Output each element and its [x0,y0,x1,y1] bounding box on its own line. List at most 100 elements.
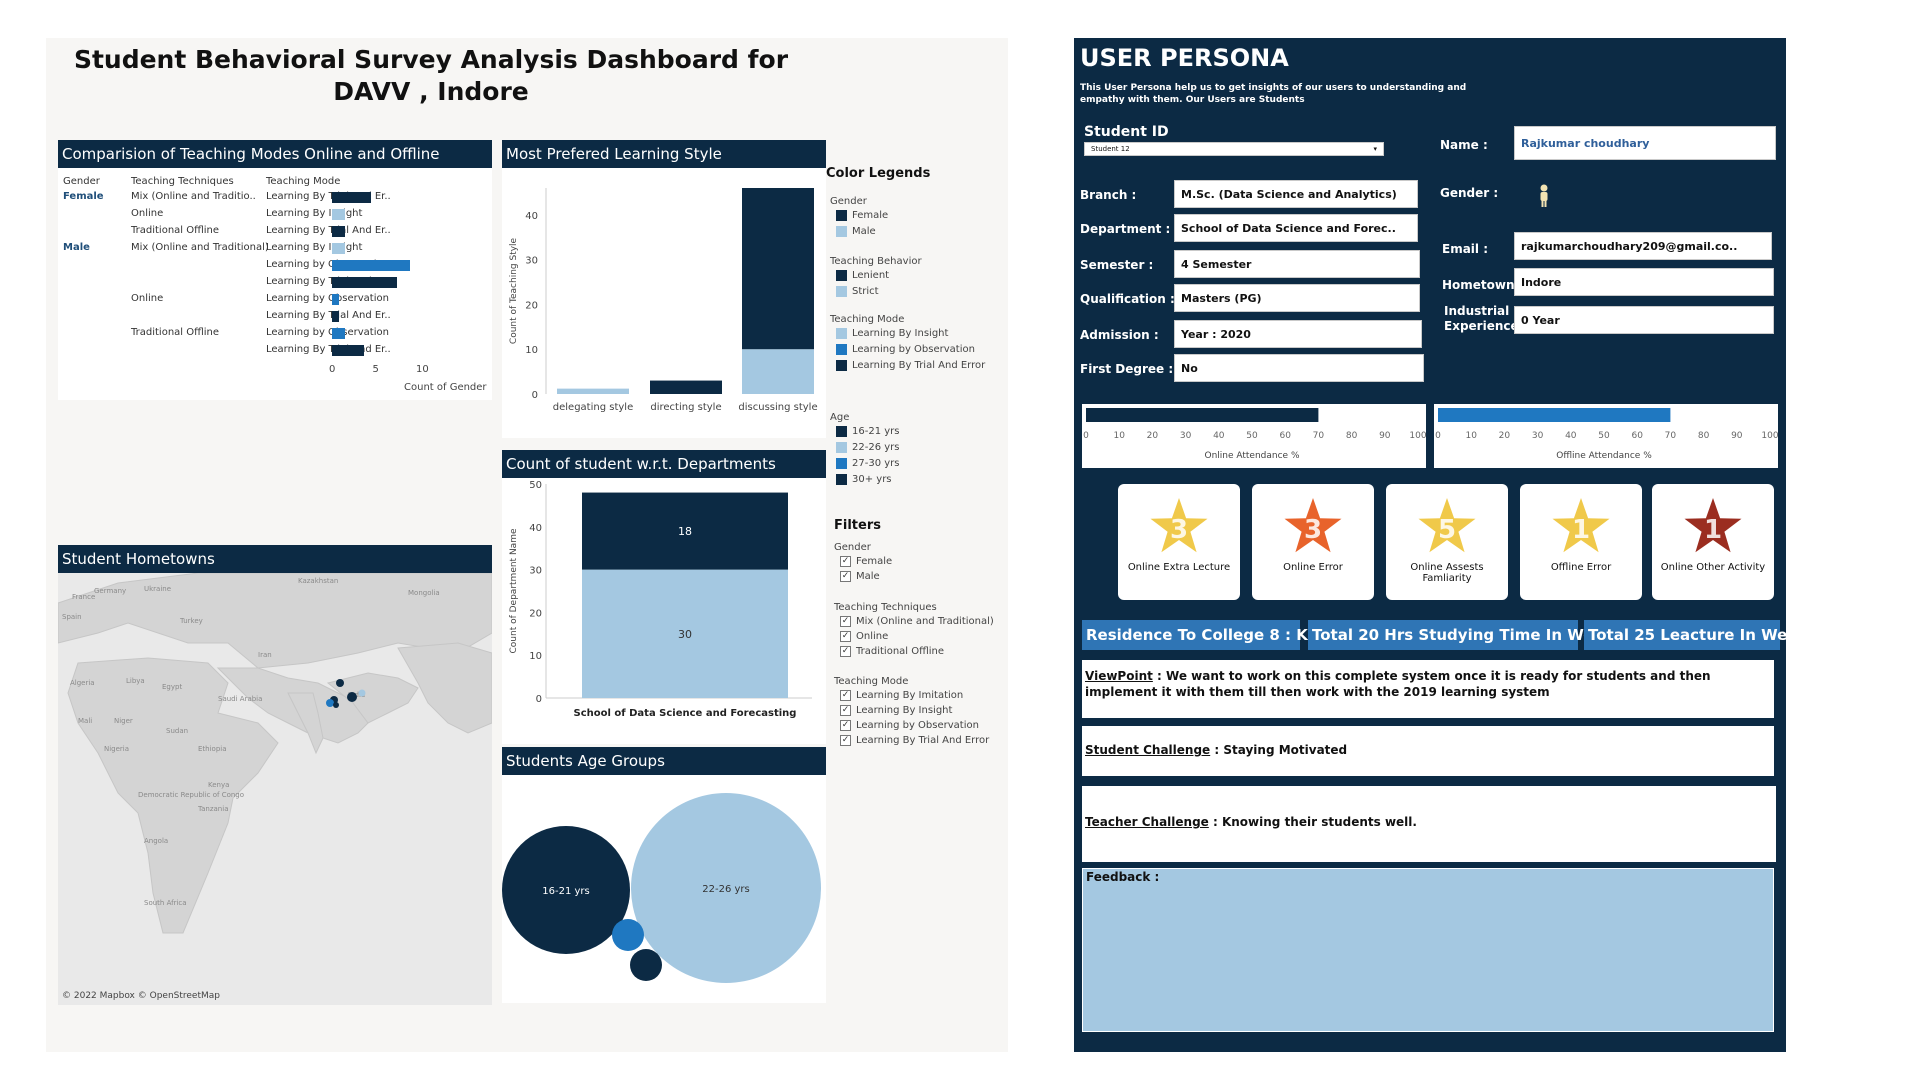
x-tick-label: 0 [329,364,336,375]
attendance-tick: 80 [1346,431,1358,441]
persona-field-value[interactable]: Masters (PG) [1174,284,1420,312]
learning-style-bar[interactable] [557,388,629,394]
y-tick-label: 20 [525,300,538,311]
land-shape [287,692,324,755]
checkmark-icon[interactable]: ✓ [840,571,851,582]
rating-value: 1 [1572,515,1590,545]
email-field[interactable]: rajkumarchoudhary209@gmail.co.. [1514,232,1772,260]
tm-bar[interactable] [332,192,372,203]
checkmark-icon[interactable]: ✓ [840,735,851,746]
tm-bar[interactable] [332,311,339,322]
y-axis-label: Count of Department Name [509,528,519,653]
attendance-bar[interactable] [1438,408,1671,422]
hometown-field[interactable]: Indore [1514,268,1774,296]
student-id-value: Student 12 [1091,145,1130,153]
filter-checkbox[interactable]: ✓ Mix (Online and Traditional) [840,616,994,627]
persona-field-value[interactable]: Year : 2020 [1174,320,1422,348]
hometowns-map[interactable]: France Germany Ukraine Kazakhstan Mongolia Sp… [57,572,493,1005]
y-tick-label: 40 [529,523,542,534]
legend-swatch [836,442,847,453]
filter-checkbox[interactable]: ✓ Male [840,571,880,582]
legend-item[interactable]: Female [836,210,888,221]
rating-card[interactable]: 3 Online Extra Lecture [1118,484,1240,600]
persona-field-value[interactable]: School of Data Science and Forec.. [1174,214,1418,242]
tm-bar[interactable] [332,345,365,356]
legend-item[interactable]: Strict [836,286,879,297]
filter-checkbox[interactable]: ✓ Traditional Offline [840,646,944,657]
legend-item[interactable]: Male [836,226,876,237]
persona-title: USER PERSONA [1080,44,1289,72]
rating-label: Offline Error [1550,562,1612,573]
departments-svg: 0 10 20 30 40 50 Count of Department Name 18 30 S… [509,480,812,719]
checkmark-icon[interactable]: ✓ [840,705,851,716]
industrial-experience-field[interactable]: 0 Year [1514,306,1774,334]
attendance-tick: 90 [1379,431,1391,441]
attendance-bar[interactable] [1086,408,1319,422]
filter-checkbox[interactable]: ✓ Female [840,556,892,567]
row-technique: Mix (Online and Traditional) [131,242,269,253]
y-tick-label: 30 [525,256,538,267]
filter-checkbox[interactable]: ✓ Learning By Insight [840,705,952,716]
name-field[interactable]: Rajkumar choudhary [1514,126,1776,160]
persona-field-value[interactable]: 4 Semester [1174,250,1420,278]
tm-bar[interactable] [332,226,346,237]
persona-field-label: Semester : [1080,258,1154,272]
filter-checkbox[interactable]: ✓ Online [840,631,888,642]
legend-item[interactable]: 16-21 yrs [836,426,899,437]
legend-item[interactable]: Learning By Insight [836,328,948,339]
rating-label: Online Assests Famliarity [1410,562,1484,584]
checkmark-icon[interactable]: ✓ [840,616,851,627]
land-shape [216,667,369,744]
filter-group-title: Teaching Techniques [834,602,937,613]
rating-card[interactable]: 1 Offline Error [1520,484,1642,600]
checkmark-icon[interactable]: ✓ [840,631,851,642]
legend-item[interactable]: Learning By Trial And Error [836,360,985,371]
map-place-label: Mali [78,717,92,725]
tm-bar[interactable] [332,277,398,288]
attendance-tick: 0 [1435,431,1441,441]
student-id-select[interactable]: Student 12 ▾ [1084,142,1384,156]
star-icon: 3 [1150,498,1208,553]
learning-style-bar[interactable] [742,188,814,350]
persona-field-value[interactable]: M.Sc. (Data Science and Analytics) [1174,180,1418,208]
map-place-label: Turkey [179,617,203,625]
star-icon: 1 [1684,498,1742,553]
filter-checkbox[interactable]: ✓ Learning by Observation [840,720,979,731]
hometown-dot[interactable] [333,702,339,708]
filter-checkbox[interactable]: ✓ Learning By Imitation [840,690,963,701]
department-bar-bottom[interactable] [582,569,788,698]
checkmark-icon[interactable]: ✓ [840,556,851,567]
tm-bar[interactable] [332,243,346,254]
student-id-label: Student ID [1084,124,1169,140]
persona-field-value[interactable]: No [1174,354,1424,382]
department-bar-top[interactable] [582,492,788,570]
legend-item[interactable]: Learning by Observation [836,344,975,355]
legend-swatch [836,328,847,339]
hometown-dot[interactable] [336,679,344,687]
tm-bar[interactable] [332,294,339,305]
learning-style-bar[interactable] [650,380,722,394]
hometown-dot[interactable] [347,692,357,702]
checkmark-icon[interactable]: ✓ [840,690,851,701]
tm-bar[interactable] [332,328,346,339]
checkmark-icon[interactable]: ✓ [840,646,851,657]
rating-card[interactable]: 3 Online Error [1252,484,1374,600]
filter-checkbox[interactable]: ✓ Learning By Trial And Error [840,735,989,746]
checkmark-icon[interactable]: ✓ [840,720,851,731]
hometown-dot[interactable] [358,689,366,697]
legend-item[interactable]: 30+ yrs [836,474,892,485]
legend-item[interactable]: 27-30 yrs [836,458,899,469]
student-challenge-text: : Staying Motivated [1210,743,1348,757]
tm-bar[interactable] [332,260,411,271]
rating-card[interactable]: 1 Online Other Activity [1652,484,1774,600]
learning-style-bar[interactable] [742,349,814,394]
teacher-challenge-box: Teacher Challenge : Knowing their studen… [1082,786,1776,862]
col-mode-header: Teaching Mode [266,176,341,187]
rating-card[interactable]: 5 Online Assests Famliarity [1386,484,1508,600]
legend-item[interactable]: Lenient [836,270,889,281]
hometown-dot[interactable] [326,699,334,707]
feedback-box[interactable]: Feedback : [1082,868,1774,1032]
filter-label: Learning By Imitation [856,690,964,701]
tm-bar[interactable] [332,209,346,220]
legend-item[interactable]: 22-26 yrs [836,442,899,453]
